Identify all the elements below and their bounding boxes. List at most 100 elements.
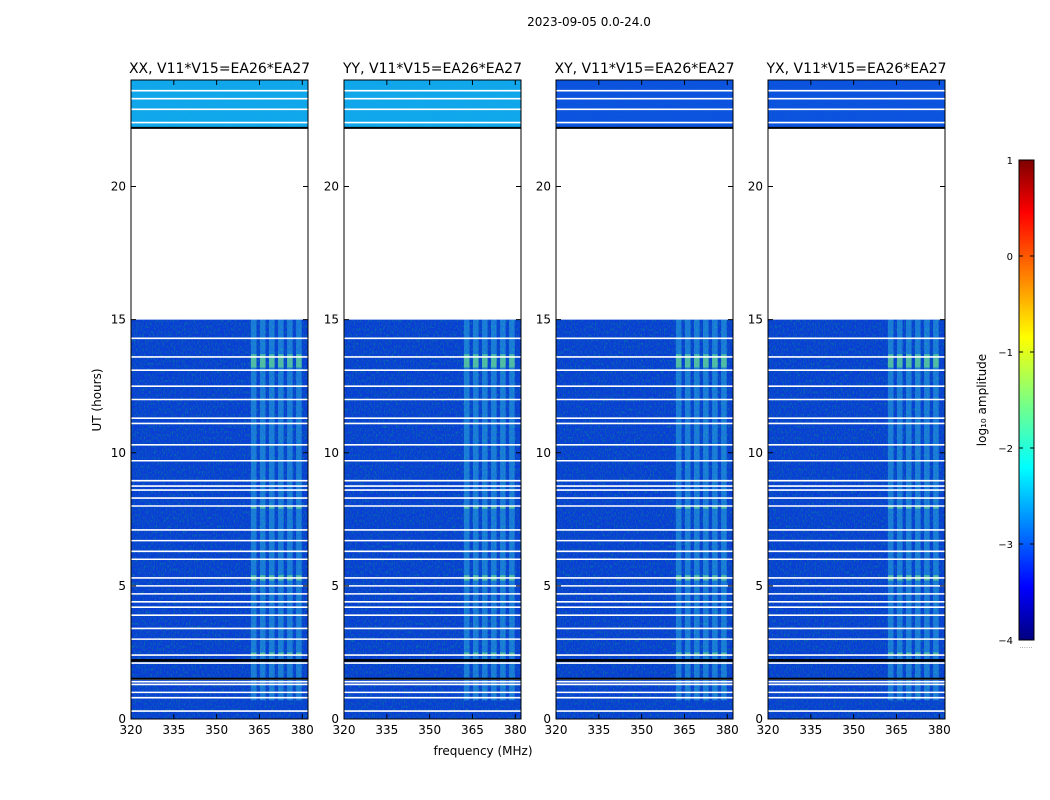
x-tick-label: 365 xyxy=(885,723,908,737)
rfi-burst xyxy=(463,652,470,656)
x-tick-label: 380 xyxy=(928,723,951,737)
y-tick-label: 5 xyxy=(755,579,763,593)
rfi-burst xyxy=(509,506,515,509)
rfi-burst xyxy=(268,652,275,656)
x-tick-label: 350 xyxy=(630,723,653,737)
y-tick-label: 10 xyxy=(111,446,126,460)
data-gap xyxy=(768,127,945,320)
y-axis-label: UT (hours) xyxy=(90,368,104,431)
rfi-column xyxy=(250,319,257,701)
rfi-column xyxy=(259,319,266,701)
rfi-burst xyxy=(287,354,293,368)
rfi-burst xyxy=(905,506,912,509)
rfi-burst xyxy=(684,652,691,656)
panel-xy: XY, V11*V15=EA26*EA27 320 335 350 365 380 0 5 10… xyxy=(536,61,739,737)
rfi-burst xyxy=(481,652,488,656)
panel-frame xyxy=(343,79,522,720)
rfi-burst xyxy=(915,506,921,509)
panel-yy: YY, V11*V15=EA26*EA27 320 335 350 365 380 0 5 10… xyxy=(324,61,527,737)
colorbar-ticks: 1 0 −1 −2 −3 −4 xyxy=(998,156,1034,647)
x-tick-label: 365 xyxy=(248,723,271,737)
rfi-burst xyxy=(500,506,506,509)
x-tick-label: 380 xyxy=(291,723,314,737)
colorbar-tick-label: −1 xyxy=(998,348,1013,359)
late-segment xyxy=(131,80,308,128)
rfi-burst xyxy=(250,652,257,656)
rfi-burst xyxy=(712,652,718,656)
colorbar-minor-label: ...... xyxy=(1019,642,1032,650)
x-tick-label: 380 xyxy=(504,723,527,737)
y-tick-label: 0 xyxy=(118,712,126,726)
rfi-column xyxy=(703,319,709,701)
data-gap xyxy=(344,127,521,320)
late-segment xyxy=(556,80,733,128)
rfi-burst xyxy=(684,506,691,509)
rfi-burst xyxy=(924,354,930,368)
x-tick-label: 335 xyxy=(587,723,610,737)
rfi-burst xyxy=(721,354,727,368)
figure-title: 2023-09-05 0.0-24.0 xyxy=(527,15,651,29)
rfi-burst xyxy=(491,506,497,509)
rfi-column xyxy=(721,319,727,701)
rfi-burst xyxy=(250,506,257,509)
rfi-burst xyxy=(703,506,709,509)
rfi-burst xyxy=(500,652,506,656)
y-tick-label: 20 xyxy=(111,180,126,194)
y-tick-label: 10 xyxy=(536,446,551,460)
rfi-burst xyxy=(472,652,479,656)
y-tick-label: 0 xyxy=(755,712,763,726)
rfi-column xyxy=(905,319,912,701)
rfi-burst xyxy=(481,506,488,509)
panel-xx: XX, V11*V15=EA26*EA27 320 335 350 365 380 0 5 10… xyxy=(111,61,314,737)
y-tick-label: 0 xyxy=(331,712,339,726)
rfi-burst xyxy=(693,354,700,368)
y-tick-label: 5 xyxy=(118,579,126,593)
dark-row xyxy=(131,677,308,680)
y-tick-label: 20 xyxy=(324,180,339,194)
data-gap xyxy=(556,127,733,320)
rfi-column xyxy=(675,319,682,701)
y-tick-label: 10 xyxy=(324,446,339,460)
rfi-burst xyxy=(296,354,302,368)
rfi-burst xyxy=(721,506,727,509)
rfi-column xyxy=(684,319,691,701)
rfi-column xyxy=(296,319,302,701)
rfi-column xyxy=(268,319,275,701)
x-tick-label: 350 xyxy=(418,723,441,737)
rfi-burst xyxy=(491,354,497,368)
colorbar-tick-label: 0 xyxy=(1007,252,1013,263)
data-gap xyxy=(131,127,308,320)
rfi-burst xyxy=(933,506,939,509)
dark-row xyxy=(768,659,945,662)
rfi-column xyxy=(915,319,921,701)
rfi-column xyxy=(491,319,497,701)
rfi-burst xyxy=(675,354,682,368)
dark-row xyxy=(556,659,733,662)
y-tick-label: 15 xyxy=(324,313,339,327)
dark-row xyxy=(768,677,945,680)
rfi-column xyxy=(924,319,930,701)
rfi-burst xyxy=(887,354,894,368)
rfi-column xyxy=(509,319,515,701)
rfi-burst xyxy=(675,652,682,656)
rfi-burst xyxy=(287,506,293,509)
y-tick-label: 20 xyxy=(536,180,551,194)
colorbar: 1 0 −1 −2 −3 −4 log₁₀ amplitude ...... xyxy=(975,156,1035,650)
y-tick-label: 10 xyxy=(748,446,763,460)
rfi-burst xyxy=(296,506,302,509)
x-tick-label: 365 xyxy=(673,723,696,737)
x-tick-label: 335 xyxy=(162,723,185,737)
rfi-burst xyxy=(268,506,275,509)
rfi-column xyxy=(472,319,479,701)
colorbar-label: log₁₀ amplitude xyxy=(975,354,989,446)
rfi-burst xyxy=(472,506,479,509)
rfi-burst xyxy=(905,652,912,656)
rfi-column xyxy=(887,319,894,701)
rfi-burst xyxy=(915,354,921,368)
late-segment xyxy=(344,80,521,128)
rfi-column xyxy=(933,319,939,701)
panel-title: YY, V11*V15=EA26*EA27 xyxy=(342,61,522,77)
rfi-burst xyxy=(287,652,293,656)
rfi-column xyxy=(712,319,718,701)
